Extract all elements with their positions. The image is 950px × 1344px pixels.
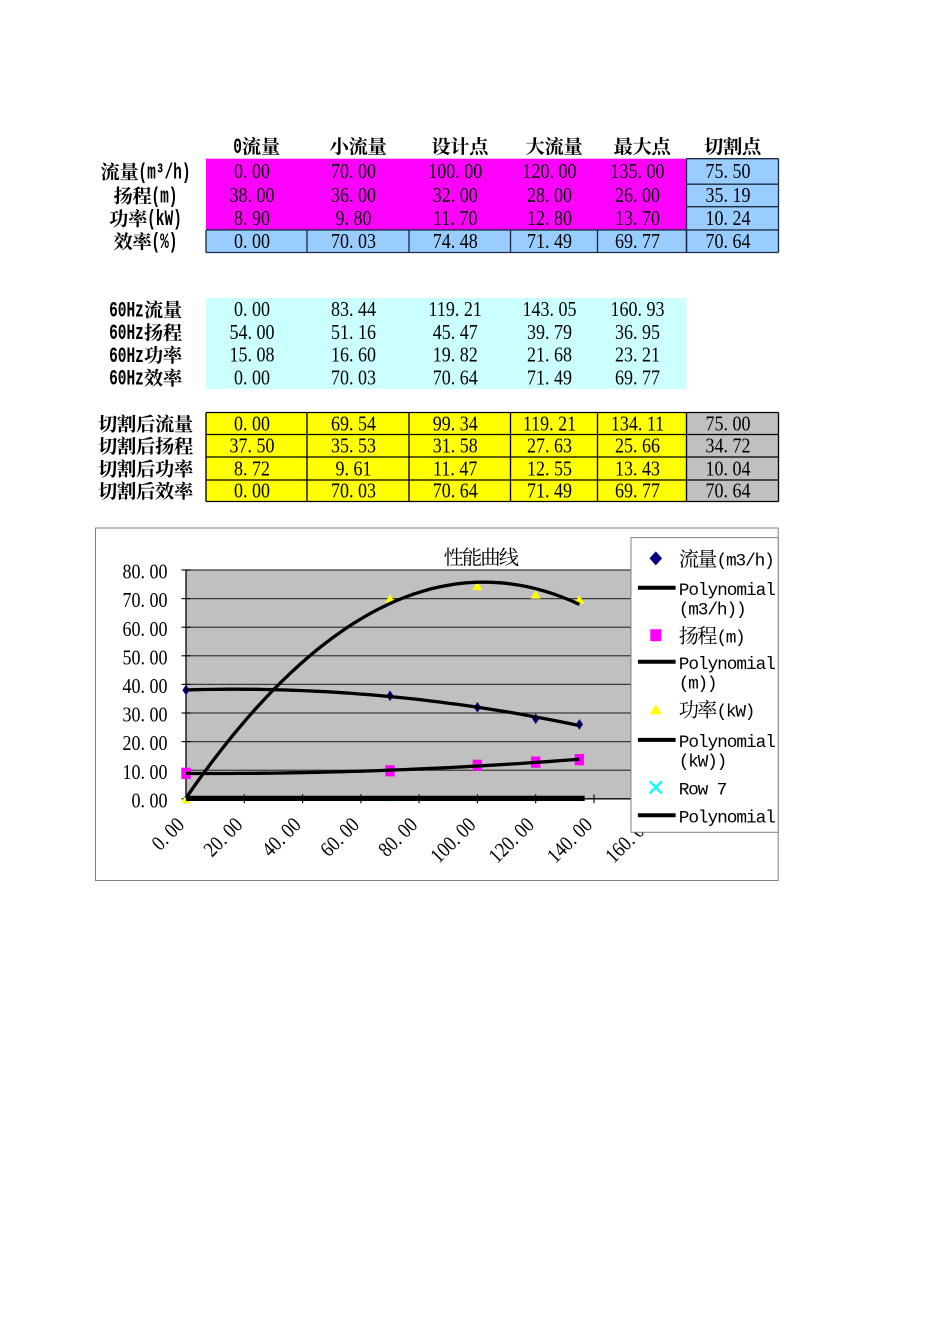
svg-text:70. 00: 70. 00 [331, 161, 376, 184]
svg-text:50. 00: 50. 00 [123, 647, 168, 670]
svg-text:0. 00: 0. 00 [234, 231, 270, 254]
svg-text:120. 00: 120. 00 [523, 161, 577, 184]
svg-text:32. 00: 32. 00 [433, 185, 478, 208]
svg-text:60Hz: 60Hz [109, 367, 144, 392]
svg-text:11. 70: 11. 70 [433, 208, 478, 231]
svg-text:45. 47: 45. 47 [433, 322, 478, 345]
svg-text:69. 77: 69. 77 [615, 367, 660, 390]
svg-text:Row 7: Row 7 [679, 781, 728, 801]
svg-text:60Hz: 60Hz [109, 321, 144, 346]
svg-text:25. 66: 25. 66 [615, 435, 660, 458]
svg-text:99. 34: 99. 34 [433, 413, 478, 436]
svg-text:70. 64: 70. 64 [433, 480, 478, 503]
svg-text:31. 58: 31. 58 [433, 435, 478, 458]
svg-text:100. 00: 100. 00 [428, 161, 482, 184]
svg-text:(kW)): (kW)) [679, 753, 728, 773]
svg-text:70. 64: 70. 64 [706, 231, 751, 254]
svg-text:(kW): (kW) [147, 208, 182, 233]
svg-text:20. 00: 20. 00 [123, 733, 168, 756]
svg-text:0. 00: 0. 00 [234, 480, 270, 503]
svg-text:0. 00: 0. 00 [234, 367, 270, 390]
svg-text:16. 60: 16. 60 [331, 345, 376, 368]
svg-text:39. 79: 39. 79 [527, 322, 572, 345]
svg-text:0. 00: 0. 00 [132, 790, 168, 813]
svg-text:Polynomial: Polynomial [679, 809, 776, 829]
svg-text:60. 00: 60. 00 [123, 619, 168, 642]
svg-text:0. 00: 0. 00 [234, 161, 270, 184]
svg-text:10. 24: 10. 24 [706, 208, 751, 231]
svg-text:119. 21: 119. 21 [523, 413, 576, 436]
svg-text:40. 00: 40. 00 [123, 676, 168, 699]
svg-text:75. 00: 75. 00 [706, 413, 751, 436]
svg-text:71. 49: 71. 49 [527, 231, 572, 254]
svg-text:15. 08: 15. 08 [230, 345, 275, 368]
svg-text:12. 55: 12. 55 [527, 458, 572, 481]
svg-text:54. 00: 54. 00 [230, 322, 275, 345]
svg-text:160. 93: 160. 93 [611, 299, 665, 322]
svg-text:69. 77: 69. 77 [615, 480, 660, 503]
svg-text:71. 49: 71. 49 [527, 480, 572, 503]
svg-text:83. 44: 83. 44 [331, 299, 376, 322]
svg-text:Polynomial: Polynomial [679, 733, 776, 753]
svg-text:23. 21: 23. 21 [615, 345, 660, 368]
svg-text:11. 47: 11. 47 [433, 458, 478, 481]
svg-text:13. 70: 13. 70 [615, 208, 660, 231]
svg-text:75. 50: 75. 50 [706, 161, 751, 184]
svg-text:(m3/h)): (m3/h)) [679, 601, 747, 621]
svg-text:69. 54: 69. 54 [331, 413, 376, 436]
svg-text:135. 00: 135. 00 [611, 161, 665, 184]
svg-text:60Hz: 60Hz [109, 299, 144, 324]
svg-text:70. 03: 70. 03 [331, 231, 376, 254]
svg-text:10. 00: 10. 00 [123, 762, 168, 785]
svg-text:51. 16: 51. 16 [331, 322, 376, 345]
svg-text:10. 04: 10. 04 [706, 458, 751, 481]
svg-text:(m3/h): (m3/h) [717, 552, 775, 572]
svg-text:26. 00: 26. 00 [615, 185, 660, 208]
svg-text:60Hz: 60Hz [109, 344, 144, 369]
svg-text:21. 68: 21. 68 [527, 345, 572, 368]
svg-text:134. 11: 134. 11 [611, 413, 664, 436]
svg-text:13. 43: 13. 43 [615, 458, 660, 481]
svg-text:36. 95: 36. 95 [615, 322, 660, 345]
svg-text:36. 00: 36. 00 [331, 185, 376, 208]
svg-text:0. 00: 0. 00 [234, 413, 270, 436]
svg-text:69. 77: 69. 77 [615, 231, 660, 254]
svg-text:0: 0 [233, 135, 242, 160]
svg-text:27. 63: 27. 63 [527, 435, 572, 458]
svg-text:74. 48: 74. 48 [433, 231, 478, 254]
svg-text:70. 03: 70. 03 [331, 480, 376, 503]
svg-text:70. 03: 70. 03 [331, 367, 376, 390]
svg-text:119. 21: 119. 21 [429, 299, 482, 322]
svg-text:35. 19: 35. 19 [706, 185, 751, 208]
svg-text:34. 72: 34. 72 [706, 435, 751, 458]
svg-text:(kW): (kW) [717, 703, 756, 723]
svg-text:30. 00: 30. 00 [123, 704, 168, 727]
svg-text:38. 00: 38. 00 [230, 185, 275, 208]
svg-text:(m³/h): (m³/h) [138, 161, 190, 186]
svg-text:(%): (%) [151, 230, 177, 255]
svg-text:8. 90: 8. 90 [234, 208, 270, 231]
svg-text:8. 72: 8. 72 [234, 458, 270, 481]
svg-text:19. 82: 19. 82 [433, 345, 478, 368]
svg-text:71. 49: 71. 49 [527, 367, 572, 390]
svg-text:9. 61: 9. 61 [336, 458, 372, 481]
svg-text:70. 64: 70. 64 [706, 480, 751, 503]
svg-text:Polynomial: Polynomial [679, 655, 776, 675]
svg-text:(m)): (m)) [679, 675, 718, 695]
svg-text:(m): (m) [151, 185, 177, 210]
svg-text:Polynomial: Polynomial [679, 581, 776, 601]
svg-text:(m): (m) [717, 629, 746, 649]
svg-text:35. 53: 35. 53 [331, 435, 376, 458]
svg-text:9. 80: 9. 80 [336, 208, 372, 231]
svg-text:70. 64: 70. 64 [433, 367, 478, 390]
svg-text:70. 00: 70. 00 [123, 590, 168, 613]
svg-text:143. 05: 143. 05 [523, 299, 577, 322]
svg-text:37. 50: 37. 50 [230, 435, 275, 458]
svg-text:28. 00: 28. 00 [527, 185, 572, 208]
svg-text:12. 80: 12. 80 [527, 208, 572, 231]
svg-text:80. 00: 80. 00 [123, 561, 168, 584]
svg-text:0. 00: 0. 00 [234, 299, 270, 322]
